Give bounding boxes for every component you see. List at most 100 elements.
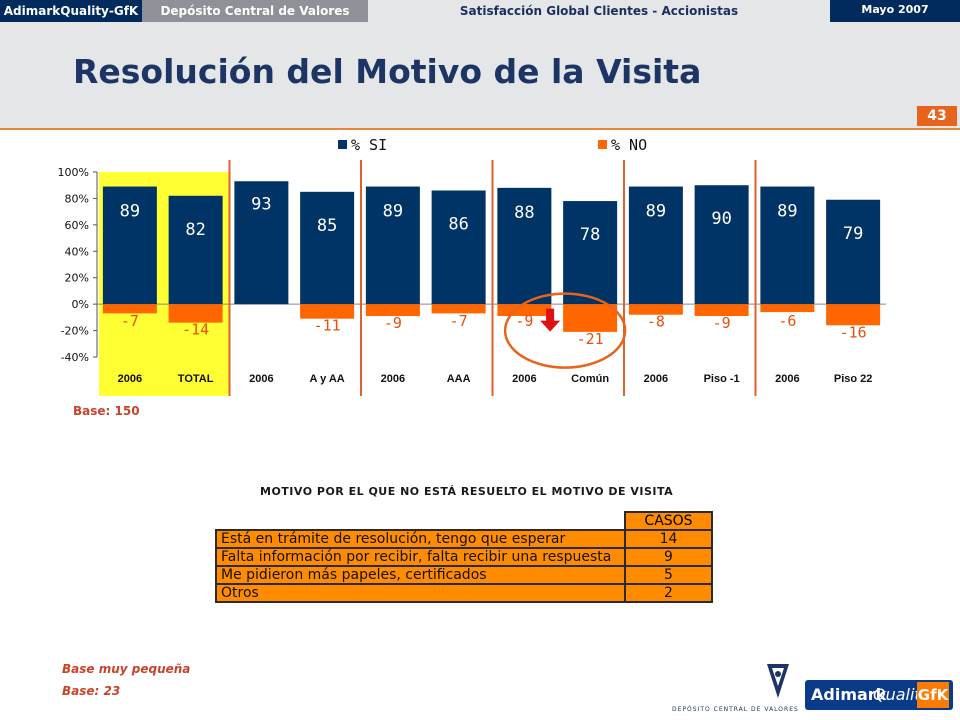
count-cell: 2	[624, 583, 713, 603]
no-value-label: -7	[450, 312, 468, 330]
no-value-label: -16	[840, 323, 867, 341]
quality-logo-text: Quality	[873, 685, 931, 704]
top-bar: AdimarkQuality-GfK Depósito Central de V…	[0, 0, 960, 22]
no-bar	[300, 304, 355, 319]
no-value-label: -21	[577, 330, 604, 348]
category-label: 2006	[775, 373, 799, 385]
si-value-label: 82	[185, 220, 205, 240]
no-bar	[168, 304, 223, 323]
category-label: TOTAL	[178, 373, 214, 385]
table-row: Está en trámite de resolución, tengo que…	[215, 529, 713, 549]
table-row: Falta información por recibir, falta rec…	[215, 547, 713, 567]
legend-swatch-no	[598, 140, 607, 149]
dcv-logo: DEPÓSITO CENTRAL DE VALORES	[672, 662, 799, 718]
table-column-header: CASOS	[624, 511, 713, 531]
no-value-label: -9	[515, 312, 533, 330]
no-value-label: -7	[121, 312, 139, 330]
table-row: Me pidieron más papeles, certificados 5	[215, 565, 713, 585]
no-value-label: -9	[384, 314, 402, 332]
si-value-label: 90	[711, 209, 731, 229]
reasons-table: CASOS Está en trámite de resolución, ten…	[215, 511, 713, 603]
table-row: Otros 2	[215, 583, 713, 603]
no-bar	[628, 304, 683, 315]
small-base-note: Base muy pequeña	[62, 662, 191, 676]
si-bar	[628, 186, 683, 305]
bar-chart: 100% 80% 60% 40% 20% 0% -20% -40% 89 -7 82 -14 93 85…	[58, 136, 886, 396]
brand-tab: AdimarkQuality-GfK	[0, 0, 142, 22]
no-bar	[694, 304, 749, 317]
no-bar	[497, 304, 552, 317]
si-value-label: 85	[317, 216, 337, 236]
si-value-label: 86	[448, 215, 468, 235]
category-label: 2006	[118, 373, 142, 385]
reason-cell: Otros	[215, 583, 626, 603]
no-bar	[102, 304, 157, 314]
category-label: Piso 22	[834, 373, 873, 385]
si-bar	[300, 191, 355, 305]
category-label: AAA	[447, 373, 471, 385]
reason-cell: Falta información por recibir, falta rec…	[215, 547, 626, 567]
dcv-emblem-icon	[767, 664, 789, 698]
count-cell: 14	[624, 529, 713, 549]
si-bar	[365, 186, 420, 305]
si-bar	[694, 185, 749, 305]
si-bar	[563, 201, 618, 305]
y-tick-label: 100%	[58, 166, 89, 179]
si-value-label: 89	[646, 202, 666, 222]
si-bar	[431, 190, 486, 305]
date-tab: Mayo 2007	[830, 0, 960, 22]
category-label: A y AA	[310, 373, 345, 385]
category-label: 2006	[644, 373, 668, 385]
legend-swatch-si	[338, 140, 347, 149]
count-cell: 5	[624, 565, 713, 585]
reason-cell: Me pidieron más papeles, certificados	[215, 565, 626, 585]
y-tick-label: 20%	[65, 272, 89, 285]
category-label: Común	[571, 373, 609, 385]
table-title: MOTIVO POR EL QUE NO ESTÁ RESUELTO EL MO…	[260, 485, 674, 498]
si-value-label: 88	[514, 203, 534, 223]
y-tick-label: 40%	[65, 245, 89, 258]
category-label: 2006	[381, 373, 405, 385]
y-tick-label: 60%	[65, 219, 89, 232]
down-arrow-icon	[540, 308, 561, 332]
no-value-label: -14	[182, 321, 209, 339]
legend-label-no: % NO	[611, 136, 647, 154]
no-bar	[563, 304, 618, 332]
y-tick-label: -40%	[61, 351, 89, 364]
y-tick-label: 80%	[65, 192, 89, 205]
si-value-label: 78	[580, 225, 600, 245]
base-note-table: Base: 23	[62, 684, 121, 698]
category-label: 2006	[249, 373, 273, 385]
si-bar	[760, 186, 815, 305]
category-label: Piso -1	[704, 373, 740, 385]
si-bar	[234, 181, 289, 305]
dcv-logo-text: DEPÓSITO CENTRAL DE VALORES	[672, 706, 799, 713]
reason-cell: Está en trámite de resolución, tengo que…	[215, 529, 626, 549]
highlight-circle	[503, 292, 627, 369]
si-bar	[497, 187, 552, 305]
si-bar	[102, 186, 157, 305]
page-number: 43	[917, 106, 957, 126]
si-value-label: 89	[120, 202, 140, 222]
page-title: Resolución del Motivo de la Visita	[73, 52, 702, 91]
si-value-label: 89	[383, 202, 403, 222]
gfk-logo-text: GfK	[917, 682, 949, 708]
si-value-label: 89	[777, 202, 797, 222]
no-value-label: -9	[713, 314, 731, 332]
table-header-blank	[216, 512, 625, 530]
no-bar	[431, 304, 486, 314]
y-tick-label: 0%	[72, 298, 89, 311]
no-value-label: -6	[778, 312, 796, 330]
legend-label-si: % SI	[351, 136, 387, 154]
si-bar	[168, 195, 223, 305]
no-bar	[826, 304, 881, 326]
study-tab: Satisfacción Global Clientes - Accionist…	[459, 4, 739, 18]
y-tick-label: -20%	[61, 325, 89, 338]
no-bar	[365, 304, 420, 317]
adimark-gfk-logo: Adimark Quality GfK	[805, 680, 953, 710]
header-band	[0, 22, 960, 130]
no-bar	[760, 304, 815, 313]
si-bar	[826, 199, 881, 305]
count-cell: 9	[624, 547, 713, 567]
table-header-row: CASOS	[216, 511, 713, 531]
